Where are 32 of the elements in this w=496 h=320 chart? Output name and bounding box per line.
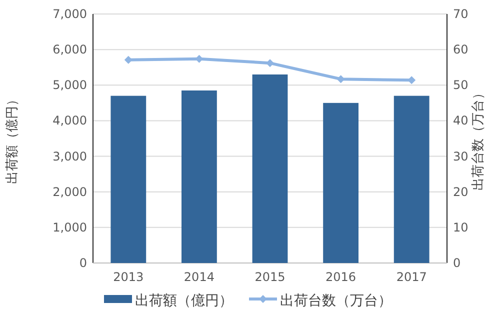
bar (182, 90, 217, 263)
y2-tick-label: 70 (453, 7, 468, 21)
y-tick-label: 7,000 (52, 7, 87, 21)
x-tick-label: 2016 (326, 270, 356, 284)
point (124, 56, 132, 64)
legend-label: 出荷台数（万台） (280, 293, 392, 309)
legend-label: 出荷額（億円） (135, 293, 233, 309)
x-tick-label: 2017 (396, 270, 427, 284)
y2-tick-label: 0 (453, 256, 461, 270)
bar (110, 96, 146, 263)
bar (252, 74, 288, 263)
y-tick-label: 6,000 (52, 42, 87, 57)
y-tick-label: 1,000 (52, 220, 87, 234)
point (266, 59, 274, 68)
y2-tick-label: 60 (453, 42, 468, 57)
y2-tick-label: 40 (453, 114, 468, 128)
y-tick-label: 2,000 (52, 184, 87, 199)
y2-tick-label: 10 (453, 220, 468, 234)
x-tick-label: 2015 (254, 270, 286, 284)
y-tick-label: 3,000 (52, 149, 87, 164)
y2-axis-title: 出荷台数（万台） (471, 86, 486, 190)
y2-tick-label: 30 (453, 149, 468, 164)
y-tick-label: 0 (79, 256, 87, 270)
bar (323, 102, 358, 263)
bar (394, 96, 430, 263)
y-tick-label: 4,000 (52, 114, 87, 128)
y-axis-title: 出荷額（億円） (5, 93, 20, 184)
y2-tick-label: 50 (453, 78, 468, 92)
y2-tick-label: 20 (453, 184, 468, 199)
x-tick-label: 2013 (113, 270, 144, 284)
y-tick-label: 5,000 (52, 78, 87, 92)
x-tick-label: 2014 (184, 270, 214, 284)
